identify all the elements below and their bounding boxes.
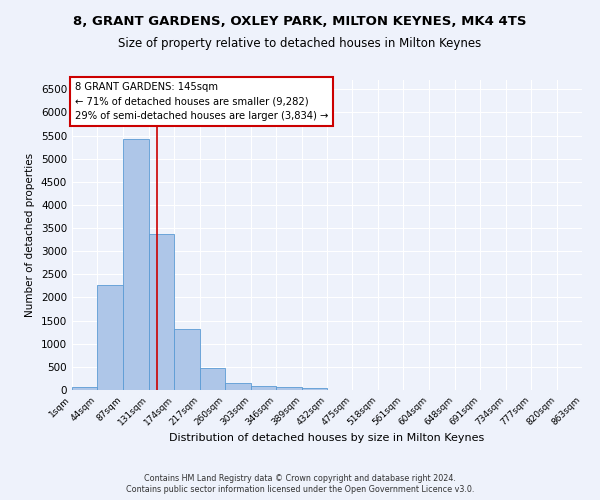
Text: 8 GRANT GARDENS: 145sqm
← 71% of detached houses are smaller (9,282)
29% of semi: 8 GRANT GARDENS: 145sqm ← 71% of detache… [74,82,328,121]
Bar [72,386,97,390]
Bar [225,382,251,390]
Text: Contains HM Land Registry data © Crown copyright and database right 2024.
Contai: Contains HM Land Registry data © Crown c… [126,474,474,494]
Bar [123,139,149,390]
Bar [200,368,225,390]
Bar [302,388,327,390]
Bar [175,330,200,390]
Bar [251,386,276,390]
Bar [276,387,302,390]
X-axis label: Distribution of detached houses by size in Milton Keynes: Distribution of detached houses by size … [169,432,485,442]
Text: 8, GRANT GARDENS, OXLEY PARK, MILTON KEYNES, MK4 4TS: 8, GRANT GARDENS, OXLEY PARK, MILTON KEY… [73,15,527,28]
Y-axis label: Number of detached properties: Number of detached properties [25,153,35,317]
Bar [149,234,175,390]
Text: Size of property relative to detached houses in Milton Keynes: Size of property relative to detached ho… [118,38,482,51]
Bar [97,284,123,390]
